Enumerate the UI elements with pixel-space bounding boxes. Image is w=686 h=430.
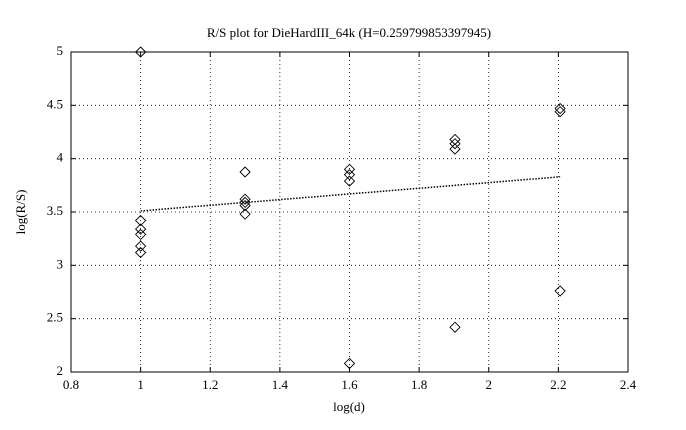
data-point: [239, 193, 251, 205]
x-tick-label: 0.8: [63, 377, 79, 392]
x-tick-label: 1.2: [202, 377, 218, 392]
data-point: [134, 223, 147, 235]
data-point: [239, 166, 251, 178]
x-tick-label: 1.6: [341, 377, 358, 392]
y-tick-label: 4: [57, 150, 64, 165]
y-tick-label: 4.5: [47, 96, 63, 111]
data-point: [554, 106, 566, 118]
data-point: [343, 169, 356, 181]
y-tick-label: 5: [57, 43, 64, 58]
x-tick-label: 2.4: [620, 377, 637, 392]
data-point: [343, 175, 356, 187]
x-axis-label: log(d): [333, 399, 365, 414]
data-point: [134, 246, 147, 259]
y-axis-label: log(R/S): [13, 190, 28, 235]
data-point: [134, 46, 147, 58]
x-tick-label: 2: [486, 377, 493, 392]
data-point: [134, 228, 147, 241]
data-point: [449, 138, 461, 150]
x-tick-label: 1.8: [411, 377, 427, 392]
data-point: [449, 321, 461, 333]
data-point: [134, 214, 147, 227]
data-point: [554, 285, 566, 297]
chart-title: R/S plot for DieHardIII_64k (H=0.2597998…: [207, 25, 491, 40]
data-point: [449, 143, 461, 155]
data-point: [239, 208, 251, 220]
y-tick-label: 2: [57, 363, 64, 378]
fit-line: [140, 176, 561, 212]
y-tick-label: 3.5: [47, 203, 63, 218]
data-point: [134, 240, 147, 252]
data-point: [239, 196, 251, 209]
plot-frame: [70, 51, 629, 373]
y-tick-label: 3: [57, 256, 64, 271]
x-tick-label: 2.2: [550, 377, 566, 392]
data-point: [239, 199, 251, 212]
x-tick-label: 1.4: [272, 377, 289, 392]
y-tick-label: 2.5: [47, 310, 63, 325]
data-point: [554, 102, 566, 115]
data-point: [343, 163, 356, 175]
x-tick-label: 1: [137, 377, 144, 392]
data-point: [343, 357, 356, 370]
